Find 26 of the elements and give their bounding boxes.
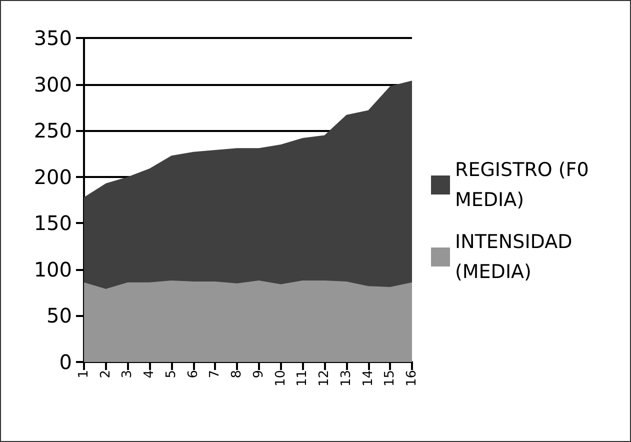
x-tick-label: 9 <box>251 370 266 378</box>
x-tick-label: 14 <box>360 370 376 387</box>
x-tick-label: 1 <box>76 370 92 378</box>
legend-label: REGISTRO (F0 MEDIA) <box>455 159 595 211</box>
y-tick-label: 0 <box>59 350 72 374</box>
x-tick-label: 11 <box>295 370 310 387</box>
x-tick-label: 13 <box>338 370 354 387</box>
x-tick-label: 8 <box>230 370 245 378</box>
x-tick-label: 7 <box>208 370 223 378</box>
x-tick-label: 4 <box>142 370 158 378</box>
x-tick-label: 5 <box>164 370 179 378</box>
y-tick-label: 250 <box>34 118 72 143</box>
y-tick-label: 300 <box>34 72 72 96</box>
x-tick-label: 3 <box>120 370 136 378</box>
x-tick-label: 10 <box>273 370 288 387</box>
x-tick-label: 12 <box>317 370 332 387</box>
x-tick-label: 16 <box>404 370 420 387</box>
y-tick-label: 50 <box>46 304 72 328</box>
x-tick-label: 15 <box>382 370 398 387</box>
y-tick-label: 150 <box>34 211 72 236</box>
y-tick-label: 200 <box>34 164 72 189</box>
x-tick-label: 2 <box>98 370 114 378</box>
legend-label: INTENSIDAD (MEDIA) <box>455 231 578 283</box>
y-tick-label: 350 <box>34 26 72 50</box>
x-tick-label: 6 <box>186 370 201 378</box>
y-tick-label: 100 <box>34 257 72 282</box>
